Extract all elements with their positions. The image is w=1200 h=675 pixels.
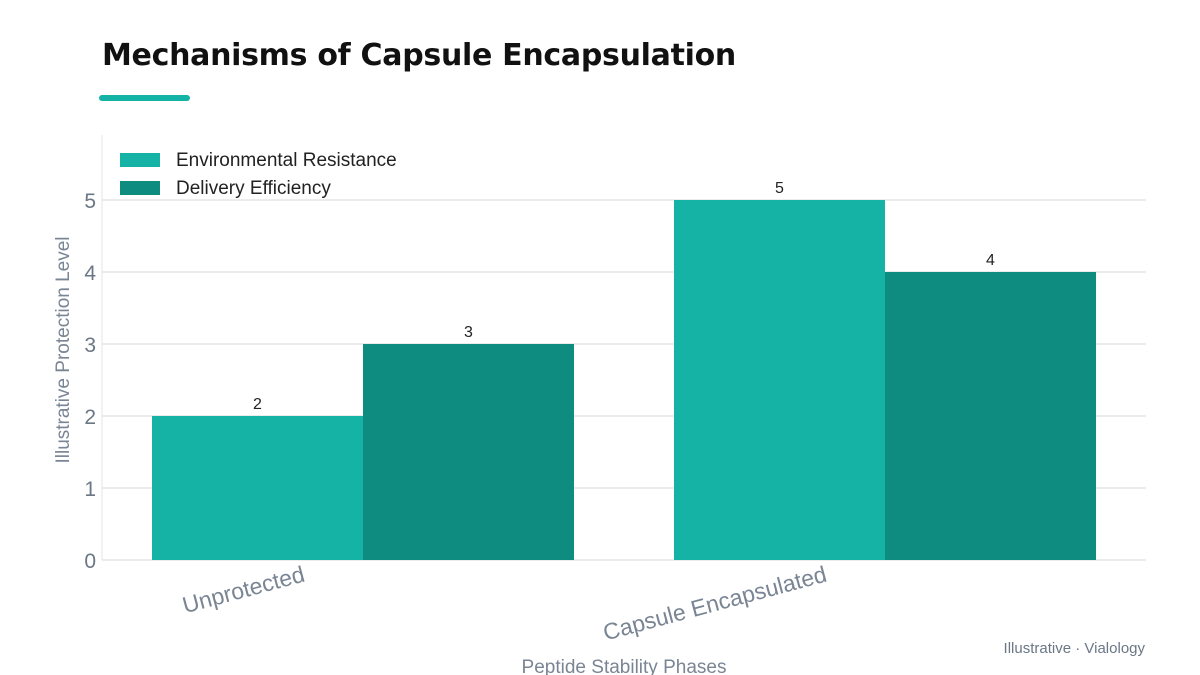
- credit-text: Illustrative · Vialology: [1003, 640, 1145, 657]
- bars: [152, 200, 1096, 560]
- data-label: 5: [775, 180, 784, 197]
- title-accent-bar: [99, 95, 190, 101]
- data-label: 4: [986, 252, 995, 269]
- legend-swatch: [120, 153, 160, 167]
- data-label: 3: [464, 324, 473, 341]
- y-tick-label: 4: [84, 262, 96, 285]
- x-axis-title: Peptide Stability Phases: [522, 657, 727, 675]
- legend-label: Environmental Resistance: [176, 150, 397, 171]
- data-label: 2: [253, 396, 262, 413]
- y-tick-label: 0: [84, 550, 96, 573]
- y-tick-label: 3: [84, 334, 96, 357]
- legend-swatch: [120, 181, 160, 195]
- legend: Environmental Resistance Delivery Efficie…: [120, 150, 397, 199]
- chart-title: Mechanisms of Capsule Encapsulation: [102, 38, 736, 73]
- legend-label: Delivery Efficiency: [176, 178, 331, 199]
- x-category-label: Capsule Encapsulated: [600, 561, 829, 646]
- y-tick-label: 5: [84, 190, 96, 213]
- y-axis-title: Illustrative Protection Level: [53, 236, 74, 463]
- bar: [674, 200, 885, 560]
- bar: [885, 272, 1096, 560]
- bar: [363, 344, 574, 560]
- x-category-label: Unprotected: [180, 561, 308, 619]
- y-tick-label: 1: [84, 478, 96, 501]
- y-tick-label: 2: [84, 406, 96, 429]
- bar: [152, 416, 363, 560]
